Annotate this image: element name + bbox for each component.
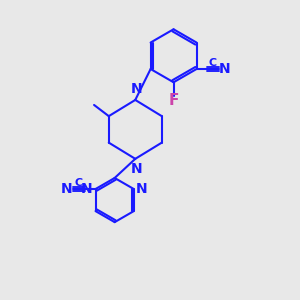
Text: F: F [168, 93, 179, 108]
Text: N: N [135, 182, 147, 196]
Text: N: N [61, 182, 73, 196]
Text: C: C [208, 58, 217, 68]
Text: N: N [131, 162, 142, 176]
Text: C: C [75, 178, 83, 188]
Text: N: N [219, 62, 230, 76]
Text: N: N [81, 182, 93, 196]
Text: N: N [131, 82, 142, 96]
